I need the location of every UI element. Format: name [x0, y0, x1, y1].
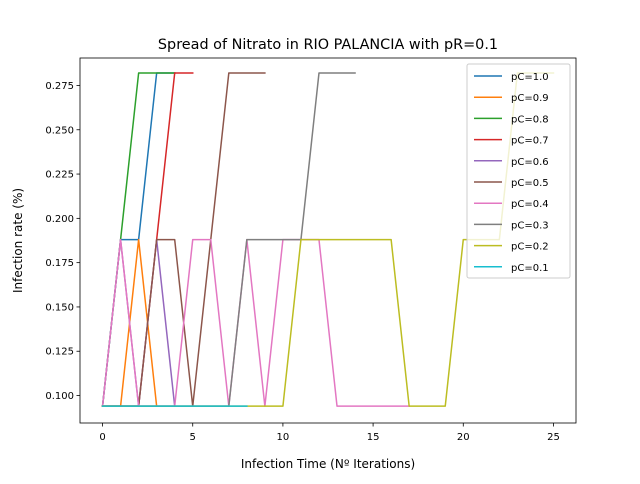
- y-tick-label-5: 0.225: [45, 170, 74, 181]
- x-axis-label: Infection Time (Nº Iterations): [241, 457, 415, 471]
- legend-label-3: pC=0.7: [511, 136, 549, 147]
- x-tick-label-3: 15: [367, 432, 380, 443]
- legend-label-0: pC=1.0: [511, 72, 549, 83]
- legend: pC=1.0 pC=0.9 pC=0.8 pC=0.7 pC=0.6 pC=0.5 pC=0…: [466, 63, 571, 279]
- legend-label-5: pC=0.5: [511, 178, 549, 189]
- legend-label-8: pC=0.2: [511, 242, 549, 253]
- legend-label-9: pC=0.1: [511, 263, 549, 274]
- legend-label-1: pC=0.9: [511, 93, 549, 104]
- x-tick-label-0: 0: [99, 432, 105, 443]
- chart-title: Spread of Nitrato in RIO PALANCIA with p…: [158, 37, 498, 53]
- x-tick-label-4: 20: [457, 432, 470, 443]
- y-tick-label-2: 0.150: [45, 302, 74, 313]
- x-tick-label-5: 25: [547, 432, 560, 443]
- legend-label-4: pC=0.6: [511, 157, 549, 168]
- y-tick-label-4: 0.200: [45, 214, 74, 225]
- y-axis-label: Infection rate (%): [11, 188, 25, 293]
- series-line-3: [101, 72, 194, 407]
- legend-label-2: pC=0.8: [511, 114, 549, 125]
- y-axis: 0.100 0.125 0.150 0.175 0.200 0.225 0.250 0.275: [45, 81, 80, 402]
- x-axis: 0 5 10 15 20 25: [99, 423, 560, 443]
- legend-label-7: pC=0.3: [511, 220, 549, 231]
- y-tick-label-1: 0.125: [45, 347, 74, 358]
- legend-label-6: pC=0.4: [511, 199, 549, 210]
- y-tick-label-6: 0.250: [45, 125, 74, 136]
- y-tick-label-7: 0.275: [45, 81, 74, 92]
- series-line-6: [101, 238, 410, 407]
- y-tick-label-3: 0.175: [45, 258, 74, 269]
- x-tick-label-2: 10: [277, 432, 290, 443]
- series-line-4: [101, 238, 176, 407]
- y-tick-label-0: 0.100: [45, 391, 74, 402]
- x-tick-label-1: 5: [190, 432, 196, 443]
- plot-frame: [79, 57, 577, 424]
